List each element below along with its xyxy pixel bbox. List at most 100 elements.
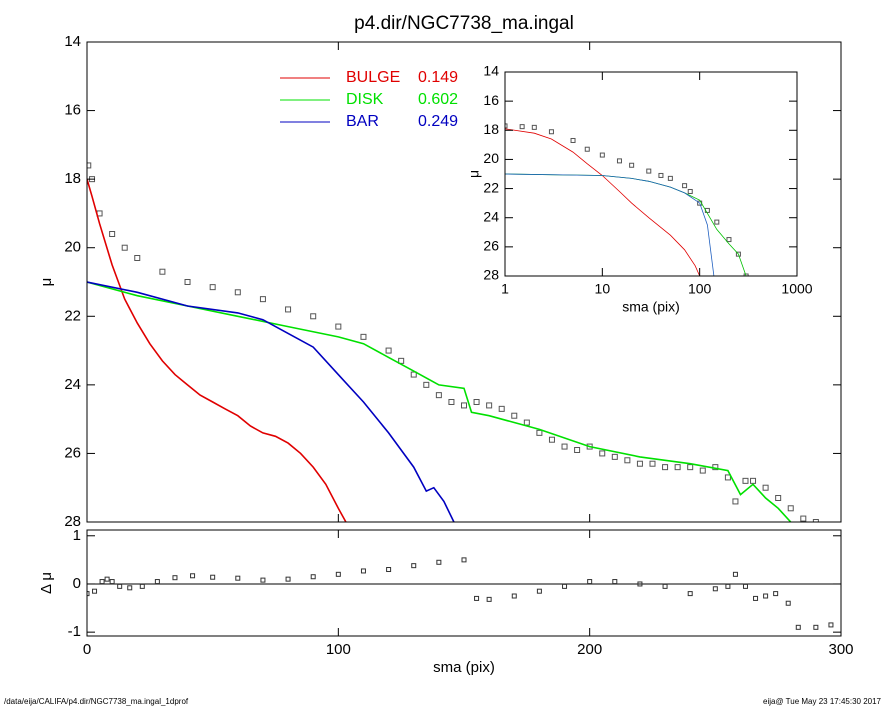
- data-point: [687, 188, 693, 194]
- chart-title: p4.dir/NGC7738_ma.ingal: [354, 13, 574, 34]
- data-point: [519, 124, 525, 130]
- data-point: [724, 474, 731, 481]
- data-point: [584, 146, 590, 152]
- data-point: [498, 405, 505, 412]
- data-point: [742, 583, 748, 589]
- y-tick-label: 26: [64, 444, 81, 461]
- data-point: [423, 381, 430, 388]
- x-tick-label: 100: [326, 641, 351, 658]
- data-point: [662, 464, 669, 471]
- data-point: [773, 591, 779, 597]
- y-tick-label: 28: [483, 267, 499, 283]
- data-point: [762, 484, 769, 491]
- data-point: [795, 624, 801, 630]
- data-point: [629, 162, 635, 168]
- plot-area: [505, 123, 749, 276]
- data-point: [658, 172, 664, 178]
- data-point: [536, 429, 543, 436]
- x-tick-label: 0: [83, 641, 91, 658]
- data-point: [743, 273, 749, 276]
- data-point: [726, 237, 732, 243]
- profile-line: [87, 281, 455, 522]
- y-axis-label: μ: [38, 278, 55, 287]
- data-point: [461, 402, 467, 409]
- data-point: [435, 392, 442, 399]
- data-point: [712, 586, 718, 592]
- data-point: [732, 498, 739, 505]
- data-point: [699, 467, 706, 474]
- data-point: [735, 251, 741, 257]
- data-point: [172, 575, 178, 581]
- y-tick-label: 26: [483, 238, 499, 254]
- plot-area: [87, 162, 819, 522]
- data-point: [87, 591, 90, 597]
- data-point: [687, 591, 693, 597]
- data-point: [411, 563, 417, 569]
- data-point: [548, 436, 555, 443]
- data-point: [310, 574, 316, 580]
- data-point: [548, 129, 554, 135]
- data-point: [787, 505, 794, 512]
- legend-label: BAR: [346, 113, 379, 130]
- data-point: [813, 624, 819, 630]
- legend-label: DISK: [346, 91, 384, 108]
- data-point: [531, 124, 537, 130]
- x-axis-label: sma (pix): [622, 299, 680, 315]
- data-point: [410, 371, 417, 378]
- x-tick-label: 300: [828, 641, 853, 658]
- data-point: [611, 453, 618, 460]
- y-tick-label: 1: [73, 527, 81, 544]
- data-point: [753, 595, 759, 601]
- y-tick-label: 24: [64, 376, 81, 393]
- data-point: [486, 402, 493, 409]
- legend-fraction: 0.249: [418, 113, 458, 130]
- data-point: [461, 557, 467, 563]
- data-point: [285, 306, 292, 313]
- data-point: [511, 593, 517, 599]
- data-point: [385, 347, 392, 354]
- data-point: [636, 460, 643, 467]
- data-point: [235, 575, 241, 581]
- frame: [504, 71, 798, 277]
- data-point: [725, 583, 731, 589]
- data-point: [92, 588, 98, 594]
- data-point: [260, 577, 266, 583]
- frame: [86, 41, 842, 523]
- data-point: [536, 588, 542, 594]
- legend-fraction: 0.149: [418, 69, 458, 86]
- data-point: [616, 158, 622, 164]
- data-point: [104, 576, 110, 582]
- x-axis-label: sma (pix): [433, 659, 495, 676]
- data-point: [234, 289, 241, 296]
- x-tick-label: 200: [577, 641, 602, 658]
- data-point: [184, 279, 191, 285]
- data-point: [763, 593, 769, 599]
- data-point: [473, 399, 480, 405]
- data-point: [190, 573, 196, 579]
- data-point: [511, 412, 518, 419]
- frame: [86, 529, 842, 637]
- data-point: [139, 583, 145, 589]
- y-tick-label: 20: [64, 239, 81, 256]
- y-tick-label: 20: [483, 150, 499, 166]
- footer-left: /data/eija/CALIFA/p4.dir/NGC7738_ma.inga…: [4, 697, 189, 706]
- footer-right: eija@ Tue May 23 17:45:30 2017: [763, 697, 882, 706]
- legend-fraction: 0.602: [418, 91, 458, 108]
- data-point: [210, 574, 216, 580]
- data-point: [812, 519, 819, 522]
- data-point: [121, 244, 128, 251]
- y-tick-label: 0: [73, 575, 81, 592]
- data-point: [109, 231, 116, 237]
- data-point: [637, 581, 643, 587]
- data-point: [667, 175, 673, 181]
- y-axis-label: Δ μ: [38, 572, 55, 594]
- data-point: [570, 137, 576, 143]
- data-point: [505, 123, 508, 129]
- data-point: [714, 219, 720, 225]
- data-point: [99, 579, 105, 585]
- data-point: [612, 579, 618, 585]
- data-point: [335, 571, 341, 577]
- data-point: [828, 622, 834, 628]
